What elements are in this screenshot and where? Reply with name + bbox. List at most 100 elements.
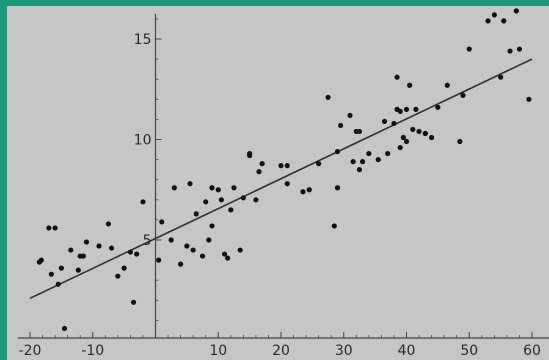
data-point bbox=[218, 197, 224, 203]
data-point bbox=[350, 159, 356, 165]
x-tick-label: 20 bbox=[272, 343, 290, 359]
data-point bbox=[278, 163, 284, 169]
data-point bbox=[359, 159, 366, 165]
data-point bbox=[259, 161, 265, 167]
data-point bbox=[498, 74, 504, 80]
data-point bbox=[171, 185, 177, 191]
data-point bbox=[108, 245, 115, 251]
data-point bbox=[507, 48, 513, 54]
data-point bbox=[48, 271, 54, 277]
data-point bbox=[375, 157, 381, 163]
data-point bbox=[397, 108, 403, 114]
data-point bbox=[413, 106, 419, 112]
data-point bbox=[199, 253, 206, 259]
y-tick-label: 10 bbox=[134, 133, 152, 149]
data-point bbox=[105, 221, 112, 227]
data-point bbox=[209, 185, 215, 191]
data-point bbox=[435, 104, 441, 110]
data-point bbox=[366, 150, 372, 157]
x-tick-label: 50 bbox=[460, 343, 478, 359]
data-point bbox=[331, 223, 337, 229]
data-point bbox=[306, 187, 312, 193]
data-point bbox=[52, 225, 58, 231]
data-point bbox=[403, 106, 410, 112]
data-point bbox=[466, 46, 472, 52]
y-tick-label: 5 bbox=[143, 233, 152, 249]
data-point bbox=[316, 161, 322, 167]
data-point bbox=[284, 163, 290, 169]
data-point bbox=[80, 253, 86, 259]
data-point bbox=[46, 225, 52, 231]
data-point bbox=[247, 150, 253, 157]
data-point bbox=[156, 257, 162, 263]
data-point bbox=[231, 185, 237, 191]
data-point bbox=[513, 8, 519, 14]
data-point bbox=[58, 265, 64, 271]
data-point bbox=[422, 130, 428, 137]
data-point bbox=[237, 247, 243, 253]
data-point bbox=[240, 195, 246, 201]
data-point bbox=[115, 273, 121, 279]
data-point bbox=[187, 181, 193, 187]
x-tick-label: -10 bbox=[81, 343, 104, 359]
data-point bbox=[256, 169, 262, 175]
axes bbox=[18, 14, 549, 339]
data-point bbox=[184, 243, 190, 249]
data-point bbox=[457, 138, 463, 145]
data-point bbox=[134, 251, 140, 257]
data-point bbox=[284, 181, 290, 187]
data-point bbox=[334, 148, 341, 155]
data-point bbox=[228, 207, 234, 213]
y-tick-label: 15 bbox=[134, 32, 152, 48]
data-point bbox=[140, 199, 146, 205]
data-point bbox=[394, 74, 400, 80]
tick-marks bbox=[29, 18, 533, 338]
tick-labels: -20 -10 10 20 30 40 50 60 5 10 15 bbox=[19, 32, 541, 359]
data-point bbox=[444, 82, 450, 88]
data-point bbox=[338, 122, 344, 129]
data-point bbox=[225, 255, 231, 261]
data-point bbox=[159, 219, 165, 225]
data-point bbox=[516, 46, 523, 52]
x-tick-label: 10 bbox=[209, 343, 227, 359]
x-tick-label: 40 bbox=[398, 343, 416, 359]
data-point bbox=[96, 243, 102, 249]
data-point bbox=[215, 187, 221, 193]
data-point bbox=[381, 118, 388, 125]
data-point bbox=[38, 257, 44, 263]
data-point bbox=[300, 189, 306, 195]
data-point bbox=[356, 128, 363, 135]
data-points bbox=[36, 8, 532, 332]
data-point bbox=[356, 167, 363, 173]
data-point bbox=[334, 185, 341, 191]
x-tick-label: -20 bbox=[19, 343, 42, 359]
data-point bbox=[397, 144, 403, 151]
data-point bbox=[206, 237, 212, 243]
data-point bbox=[75, 267, 81, 273]
data-point bbox=[209, 223, 215, 229]
data-point bbox=[385, 150, 391, 157]
data-point bbox=[325, 94, 331, 100]
data-point bbox=[55, 281, 61, 287]
x-tick-label: 60 bbox=[523, 343, 541, 359]
data-point bbox=[253, 197, 259, 203]
data-point bbox=[501, 18, 507, 24]
data-point bbox=[429, 134, 435, 141]
data-point bbox=[485, 18, 491, 24]
data-point bbox=[68, 247, 74, 253]
data-point bbox=[121, 265, 127, 271]
data-point bbox=[193, 211, 199, 217]
data-point bbox=[61, 325, 68, 332]
plot-area bbox=[7, 6, 549, 360]
data-point bbox=[190, 247, 196, 253]
data-point bbox=[410, 126, 416, 133]
x-tick-label: 30 bbox=[335, 343, 353, 359]
data-point bbox=[127, 249, 133, 255]
data-point bbox=[403, 138, 410, 145]
data-point bbox=[83, 239, 90, 245]
trend-line bbox=[29, 58, 533, 300]
data-point bbox=[130, 299, 137, 305]
data-point bbox=[460, 92, 466, 98]
